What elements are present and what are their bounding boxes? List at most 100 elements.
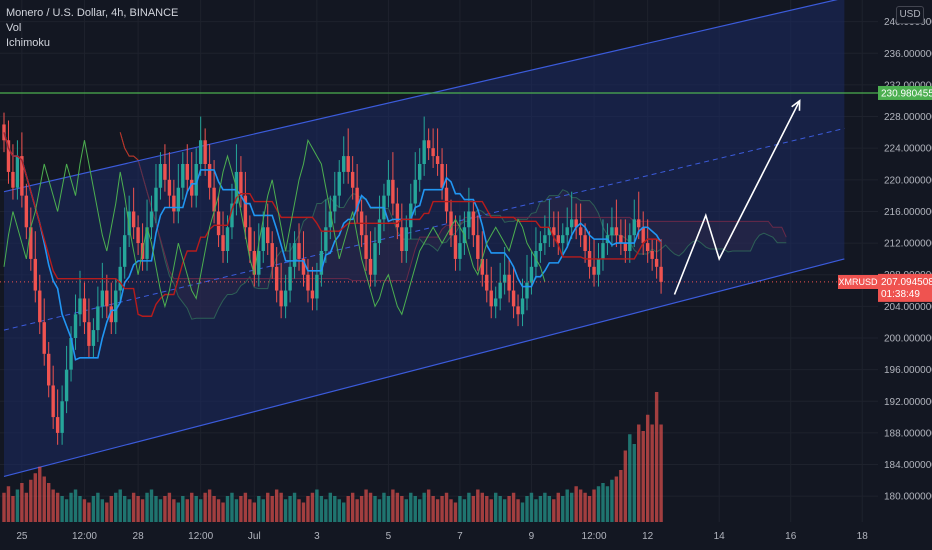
volume-bar (274, 489, 279, 522)
candle-body (431, 148, 435, 157)
symbol-price-label: XMRUSD (838, 274, 878, 289)
price-tick-label: 192.000000 (884, 397, 932, 408)
time-axis-background (0, 522, 878, 550)
volume-bar (33, 473, 37, 522)
volume-bar (310, 492, 315, 522)
volume-bar (194, 496, 198, 522)
volume-bar (122, 496, 127, 522)
volume-bar (167, 492, 172, 522)
candle-body (377, 219, 382, 244)
volume-bar (212, 496, 216, 522)
volume-bar (422, 492, 426, 522)
candle-body (279, 290, 283, 307)
volume-bar (346, 496, 350, 522)
symbol-title[interactable]: Monero / U.S. Dollar, 4h, BINANCE (6, 7, 179, 19)
time-tick-label: 3 (314, 531, 320, 542)
candle-body (167, 179, 172, 196)
candle-body (346, 156, 350, 172)
candle-body (288, 266, 292, 291)
volume-bar (561, 496, 565, 522)
volume-bar (552, 499, 556, 522)
candle-body (96, 306, 100, 331)
volume-bar (529, 492, 534, 522)
candle-body (239, 171, 243, 196)
indicator-ichimoku[interactable]: Ichimoku (6, 37, 51, 49)
volume-bar (601, 483, 605, 522)
chart-legend: Monero / U.S. Dollar, 4h, BINANCE Vol Ic… (6, 6, 178, 51)
candle-body (659, 266, 663, 282)
candle-body (328, 211, 333, 228)
volume-bar (239, 496, 243, 522)
price-tick-label: 196.000000 (884, 365, 932, 376)
volume-bar (569, 492, 574, 522)
volume-bar (198, 499, 203, 522)
time-tick-label: 28 (133, 531, 145, 542)
candle-body (578, 227, 583, 236)
candle-body (561, 235, 565, 244)
volume-bar (279, 492, 283, 522)
volume-bar (20, 483, 24, 522)
candle-body (552, 227, 556, 236)
candle-body (426, 140, 431, 149)
price-tick-label: 204.000000 (884, 302, 932, 313)
candle-body (257, 251, 261, 275)
currency-button[interactable]: USD (896, 6, 924, 24)
kijun-line (3, 132, 662, 317)
parallel-channel (3, 0, 845, 477)
candle-body (105, 290, 109, 307)
candle-body (47, 353, 51, 386)
volume-bar (24, 492, 29, 522)
volume-bar (507, 496, 511, 522)
candle-body (333, 195, 337, 212)
candle-body (373, 243, 377, 275)
volume-bar (109, 496, 113, 522)
candle-body (386, 179, 391, 196)
candle-body (391, 179, 395, 204)
candle-body (538, 243, 543, 251)
candle-body (91, 330, 96, 346)
volume-bar (270, 496, 274, 522)
volume-bar (203, 492, 207, 522)
level-tag-text: 230.980455 (881, 88, 932, 99)
volume-bar (476, 489, 480, 522)
volume-bar (181, 496, 185, 522)
candle-body (6, 140, 11, 172)
candle-body (583, 235, 587, 251)
candle-body (556, 235, 560, 244)
indicator-vol[interactable]: Vol (6, 22, 22, 34)
volume-bar (547, 496, 552, 522)
time-tick-label: 12 (642, 531, 654, 542)
volume-bar (163, 496, 167, 522)
volume-bar (2, 492, 6, 522)
volume-bar (176, 502, 181, 522)
candle-body (645, 243, 650, 251)
volume-bar (158, 499, 163, 522)
candle-body (11, 171, 15, 188)
candle-body (422, 140, 426, 164)
candle-body (565, 227, 569, 236)
time-tick-label: 12:00 (188, 531, 213, 542)
volume-bar (105, 502, 109, 522)
candle-body (610, 227, 614, 236)
candle-body (315, 274, 319, 299)
volume-bar (190, 492, 194, 522)
volume-bar (230, 492, 234, 522)
volume-bar (453, 502, 458, 522)
candle-body (15, 156, 20, 188)
candle-body (368, 258, 373, 275)
volume-bar (489, 499, 493, 522)
volume-bar (172, 499, 176, 522)
candle-body (212, 187, 216, 212)
time-axis: 25 12:00 28 12:00 Jul 3 5 7 9 12:00 12 14 16 18 (16, 531, 868, 542)
candle-body (400, 227, 404, 251)
candle-body (248, 227, 252, 251)
volume-bar (480, 492, 484, 522)
candle-body (458, 243, 462, 259)
candle-body (449, 211, 453, 236)
candle-body (306, 274, 310, 291)
volume-bar (583, 492, 587, 522)
candle-body (194, 164, 198, 196)
projection-line (673, 100, 801, 295)
candle-body (623, 243, 628, 251)
